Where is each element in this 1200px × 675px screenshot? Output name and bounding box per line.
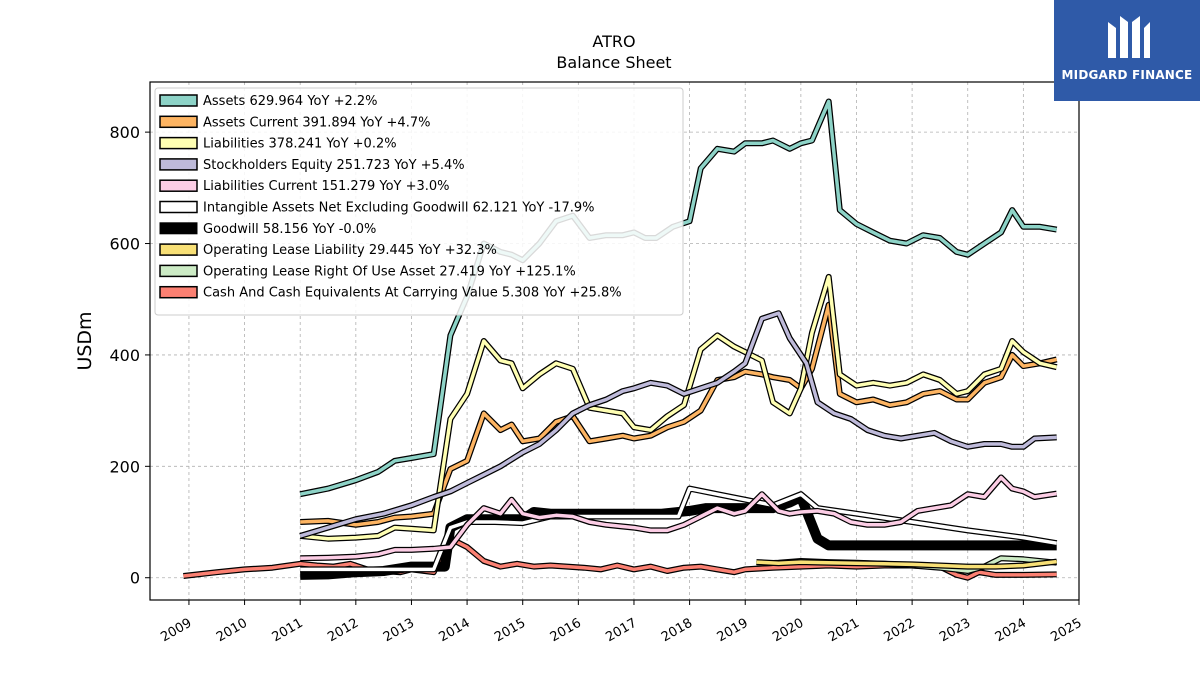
series-line [756, 559, 1057, 569]
x-tick-label: 2022 [881, 616, 917, 646]
legend-box [154, 87, 684, 316]
chart-title: ATRO [592, 32, 635, 51]
legend-label: Intangible Assets Net Excluding Goodwill… [203, 201, 594, 216]
x-tick-label: 2018 [659, 616, 695, 646]
legend-swatch [159, 222, 198, 235]
x-tick-label: 2009 [158, 616, 194, 646]
legend-swatch [159, 136, 198, 150]
x-tick-label: 2016 [548, 616, 584, 646]
series-lines [183, 98, 1058, 581]
legend: Assets 629.964 YoY +2.2% Assets Current 3… [154, 87, 684, 316]
legend-swatch [159, 179, 198, 192]
legend-swatch [159, 243, 198, 256]
x-tick-label: 2013 [381, 616, 417, 646]
series-line [300, 475, 1057, 560]
y-axis-label: USDm [74, 311, 96, 370]
legend-label: Assets 629.964 YoY +2.2% [203, 94, 378, 109]
legend-swatch [159, 158, 198, 171]
y-tick-label: 0 [130, 569, 140, 588]
x-tick-label: 2011 [270, 616, 306, 646]
series-intangible-assets-net-excluding-goodwill [300, 485, 1058, 573]
legend-entry: Assets Current 391.894 YoY +4.7% [159, 115, 430, 130]
series-liabilities-current [300, 474, 1058, 562]
x-tick-label: 2019 [715, 616, 751, 646]
plot-frame [149, 81, 1080, 601]
legend-entry: Assets 629.964 YoY +2.2% [159, 94, 378, 109]
series-line [300, 275, 1058, 541]
x-tick-label: 2020 [770, 616, 806, 646]
x-tick-label: 2025 [1048, 616, 1084, 646]
legend-label: Operating Lease Liability 29.445 YoY +32… [203, 243, 497, 258]
x-tick-label: 2021 [826, 616, 862, 646]
legend-label: Goodwill 58.156 YoY -0.0% [203, 222, 376, 237]
series-operating-lease-liability [756, 558, 1058, 570]
legend-entry: Cash And Cash Equivalents At Carrying Va… [159, 285, 622, 301]
chart-subtitle: Balance Sheet [556, 53, 671, 72]
legend-label: Liabilities Current 151.279 YoY +3.0% [203, 179, 450, 194]
series-line [300, 303, 1058, 527]
y-tick-label: 600 [109, 235, 140, 254]
x-tick-label: 2015 [492, 616, 528, 646]
legend-entry: Liabilities Current 151.279 YoY +3.0% [159, 179, 450, 194]
legend-label: Liabilities 378.241 YoY +0.2% [203, 137, 397, 152]
x-tick-label: 2023 [937, 616, 973, 646]
legend-entry: Intangible Assets Net Excluding Goodwill… [159, 200, 594, 216]
brand-name: MIDGARD FINANCE [1061, 68, 1193, 82]
x-tick-label: 2017 [603, 616, 639, 646]
series-liabilities [299, 273, 1058, 542]
logo-mark-icon [1108, 16, 1150, 58]
x-tick-label: 2014 [436, 616, 472, 646]
y-tick-label: 200 [109, 457, 140, 476]
legend-entry: Operating Lease Right Of Use Asset 27.41… [159, 264, 576, 279]
legend-swatch [159, 285, 198, 299]
x-tick-label: 2010 [214, 616, 250, 646]
legend-entry: Operating Lease Liability 29.445 YoY +32… [159, 243, 497, 258]
series-line [299, 311, 1057, 538]
brand-logo: MIDGARD FINANCE [1054, 0, 1200, 101]
x-tick-label: 2024 [993, 616, 1029, 646]
legend-label: Assets Current 391.894 YoY +4.7% [203, 115, 430, 130]
legend-label: Stockholders Equity 251.723 YoY +5.4% [203, 158, 465, 173]
legend-entry: Goodwill 58.156 YoY -0.0% [159, 222, 376, 237]
y-tick-label: 800 [109, 123, 140, 142]
series-line-outline [300, 301, 1058, 528]
legend-label: Cash And Cash Equivalents At Carrying Va… [203, 286, 622, 301]
x-tick-label: 2012 [325, 616, 361, 646]
legend-swatch [159, 115, 198, 129]
legend-swatch [159, 264, 198, 278]
legend-swatch [159, 200, 198, 214]
y-tick-label: 400 [109, 346, 140, 365]
legend-entry: Liabilities 378.241 YoY +0.2% [159, 136, 397, 152]
series-line [300, 486, 1057, 572]
series-stockholders-equity [299, 310, 1057, 539]
legend-entry: Stockholders Equity 251.723 YoY +5.4% [159, 158, 465, 173]
series-assets-current [300, 301, 1058, 528]
legend-label: Operating Lease Right Of Use Asset 27.41… [203, 264, 576, 279]
legend-swatch [159, 94, 198, 107]
